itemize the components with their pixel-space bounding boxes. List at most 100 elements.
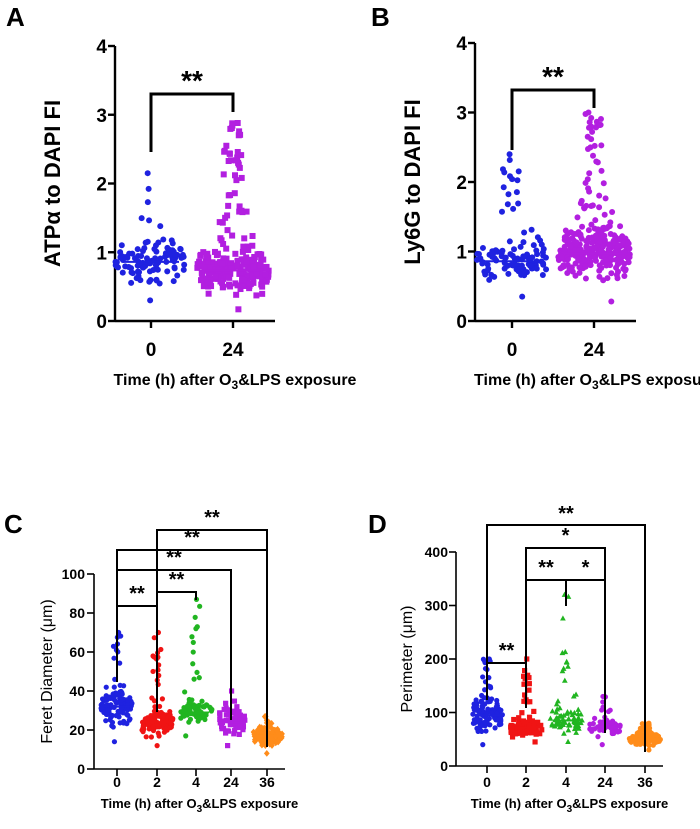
data-point [142,716,148,722]
data-point [276,736,283,744]
data-point [571,709,578,716]
data-point [259,290,266,297]
data-point [233,262,240,269]
data-point [575,725,582,731]
x-tick-label: 24 [223,774,239,790]
data-point [117,254,124,261]
data-point [473,705,480,711]
data-point [153,277,160,284]
data-point [567,243,574,250]
data-point [521,698,527,704]
y-tick-label: 200 [425,651,449,667]
data-point [560,615,566,621]
data-point [143,255,150,262]
data-point [534,251,541,258]
data-point [232,728,238,734]
data-point [502,254,509,261]
data-point [240,243,247,250]
data-point [617,235,624,242]
data-point [590,720,596,727]
data-point [593,158,600,165]
data-point [250,276,257,283]
data-point [531,708,537,715]
x-tick-label: 2 [522,774,530,790]
series-0 [112,170,188,304]
significance-bracket [525,579,567,708]
data-point [255,727,261,735]
data-point [199,698,205,704]
significance-bracket [149,92,235,152]
data-point [158,646,164,653]
data-point [553,720,560,726]
data-point [592,217,599,224]
data-point [553,709,560,715]
data-point [596,192,603,199]
x-axis-label-post: &LPS exposure [202,796,298,811]
data-point [575,256,582,263]
data-point [521,272,528,279]
data-point [479,244,486,251]
data-point [231,708,237,714]
data-point [607,219,614,226]
data-point [539,271,546,278]
data-point [250,263,257,270]
data-point [530,242,537,249]
data-point [477,255,484,262]
panel-label: C [4,509,23,539]
panel-b: B 0 1 2 3 4 0 24 Ly6G to DAPI FI Time (h) after O… [371,2,700,392]
data-point [113,698,119,705]
data-point [233,715,239,721]
data-point [505,270,512,277]
data-point [196,675,202,681]
series-0 [474,151,550,300]
data-point [483,719,489,725]
data-point [506,238,513,245]
data-point [524,699,530,705]
data-point [149,716,155,723]
data-point [226,281,233,288]
data-point [220,725,227,731]
data-point [522,692,528,698]
data-point [249,232,256,239]
data-point [263,264,270,271]
x-axis-label-sub: 3 [567,804,573,815]
data-point [237,724,243,730]
data-point [108,714,114,720]
data-point [525,672,531,678]
data-point [566,265,573,272]
significance-bracket [510,88,596,150]
data-point [588,221,595,228]
data-point [203,275,210,282]
data-point [250,728,257,736]
data-point [115,708,121,714]
data-point [585,185,592,192]
y-tick-label: 60 [69,644,85,660]
data-point [571,715,577,721]
data-point [217,710,223,716]
data-point [474,250,481,257]
data-point [529,730,535,736]
x-tick-label: 0 [507,340,518,361]
data-point [234,120,241,126]
data-point [227,157,234,164]
data-point [236,164,243,171]
data-point [209,259,216,266]
x-axis-label-sub: 3 [592,378,599,392]
data-point [260,725,267,732]
data-point [534,730,540,736]
data-point [499,166,506,173]
data-point [189,634,195,640]
data-point [156,722,162,728]
data-point [177,245,184,252]
data-point [226,150,233,157]
data-point [236,128,243,135]
x-axis-label-pre: Time (h) after O [471,796,567,811]
data-point [484,261,491,268]
data-point [480,742,486,748]
data-point [561,234,568,241]
data-point [517,243,524,250]
data-point [480,674,486,680]
data-point [584,145,591,152]
data-point [136,269,143,276]
